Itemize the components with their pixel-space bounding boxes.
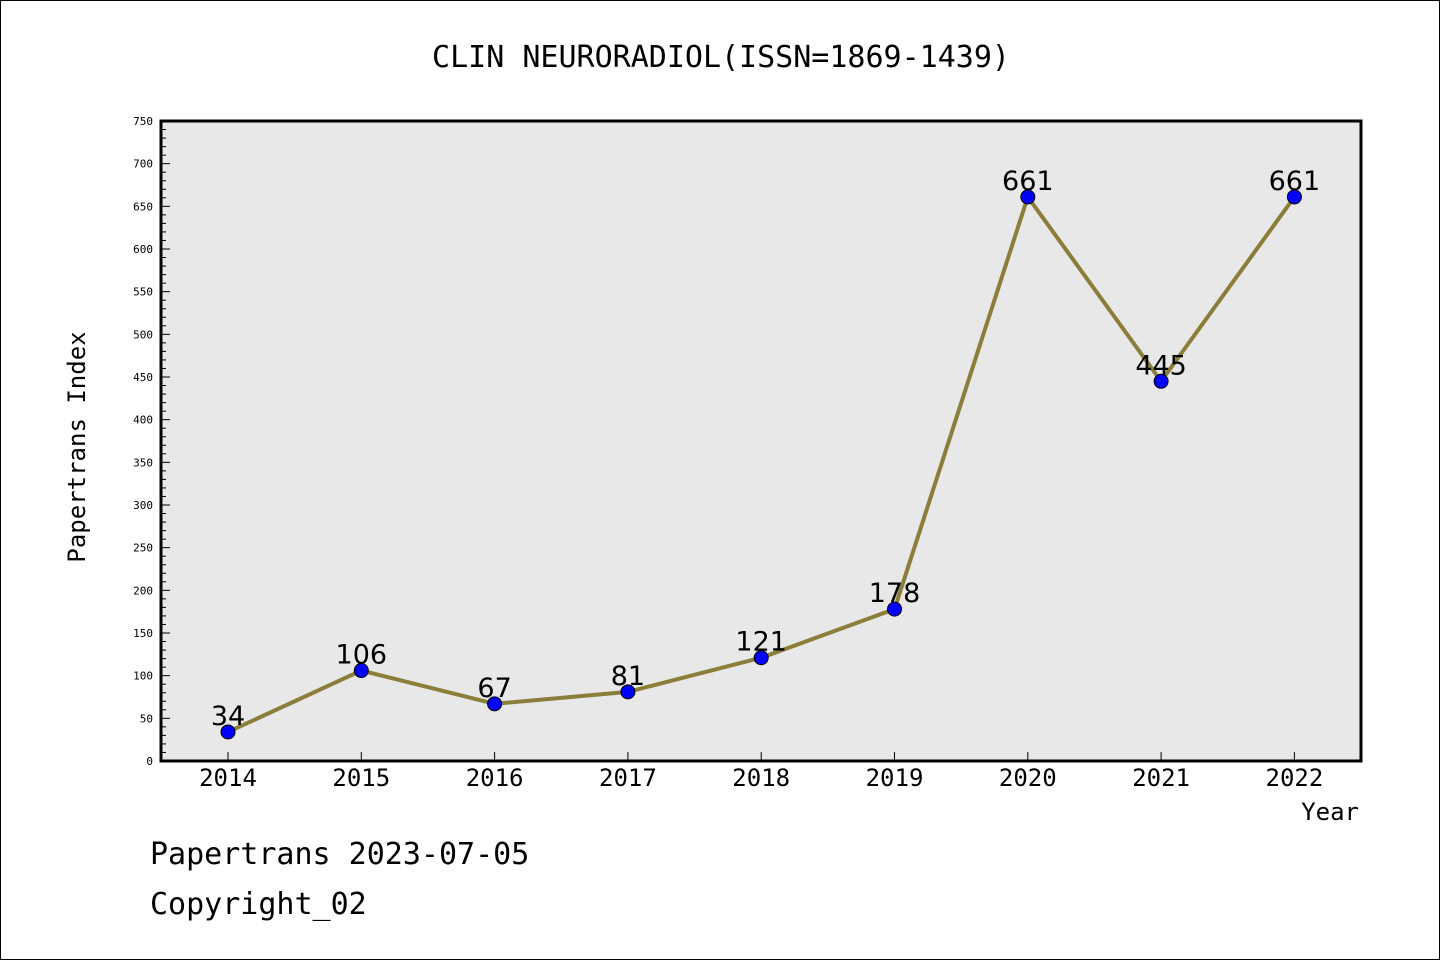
y-tick-label: 500 (133, 328, 153, 341)
y-tick-label: 400 (133, 414, 153, 427)
data-point (753, 650, 769, 666)
data-label: 67 (477, 673, 511, 704)
data-label: 178 (869, 578, 921, 609)
footer-copyright: Copyright_02 (150, 887, 367, 922)
data-label: 661 (1269, 166, 1321, 197)
data-point (1153, 373, 1169, 389)
y-tick-label: 700 (133, 158, 153, 171)
x-tick-label: 2022 (1266, 764, 1324, 792)
data-label: 121 (735, 627, 787, 658)
data-labels: 34 106 67 81 121 178 661 445 661 (211, 166, 1320, 732)
data-label: 106 (336, 640, 388, 671)
data-point (220, 724, 236, 740)
data-label: 81 (611, 661, 645, 692)
data-point (1286, 189, 1302, 205)
y-tick-label: 250 (133, 542, 153, 555)
x-axis-label: Year (1301, 798, 1359, 826)
x-tick-label: 2018 (732, 764, 790, 792)
y-tick-label: 450 (133, 371, 153, 384)
plot-border (159, 119, 1363, 763)
data-markers (220, 189, 1302, 740)
x-tick-label: 2014 (199, 764, 257, 792)
y-tick-label: 50 (140, 712, 153, 725)
y-tick-label: 100 (133, 670, 153, 683)
data-label: 661 (1002, 166, 1054, 197)
data-point (887, 601, 902, 617)
data-point (353, 663, 369, 679)
data-label: 34 (211, 701, 245, 732)
x-tick-label: 2017 (599, 764, 657, 792)
x-axis: 2014 2015 2016 2017 2018 2019 2020 2021 2022 (199, 752, 1323, 792)
data-label: 445 (1135, 350, 1187, 381)
y-axis: 0 50 100 150 200 250 300 350 400 450 500 550 600 650 7… (133, 115, 170, 768)
data-point (1020, 189, 1036, 205)
footer-date: Papertrans 2023-07-05 (150, 837, 529, 872)
y-tick-label: 750 (133, 115, 153, 128)
y-tick-label: 200 (133, 584, 153, 597)
data-point (487, 696, 503, 712)
y-tick-label: 0 (146, 755, 153, 768)
y-tick-label: 600 (133, 243, 153, 256)
y-axis-label: Papertrans Index (63, 331, 91, 562)
x-tick-label: 2015 (332, 764, 390, 792)
chart-title: CLIN NEURORADIOL(ISSN=1869-1439) (432, 40, 1010, 75)
x-tick-label: 2020 (999, 764, 1057, 792)
x-tick-label: 2019 (866, 764, 924, 792)
x-tick-label: 2021 (1132, 764, 1190, 792)
y-tick-label: 650 (133, 200, 153, 213)
y-tick-label: 300 (133, 499, 153, 512)
data-point (620, 684, 636, 700)
x-tick-label: 2016 (466, 764, 524, 792)
y-tick-label: 550 (133, 286, 153, 299)
y-tick-label: 150 (133, 627, 153, 640)
y-tick-label: 350 (133, 456, 153, 469)
